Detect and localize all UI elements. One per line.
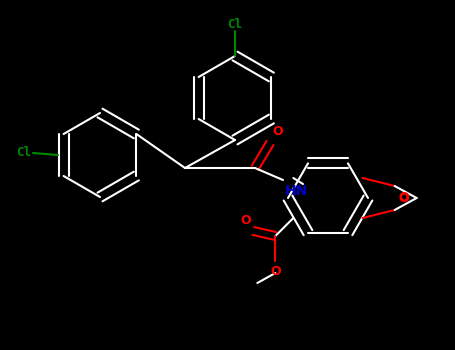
Text: O: O <box>272 125 283 138</box>
Text: O: O <box>270 265 281 278</box>
Text: O: O <box>399 191 409 204</box>
Text: Cl: Cl <box>16 147 31 160</box>
Text: O: O <box>241 214 251 227</box>
Text: HN: HN <box>285 184 308 198</box>
Text: O: O <box>399 192 409 205</box>
Text: Cl: Cl <box>228 18 243 31</box>
